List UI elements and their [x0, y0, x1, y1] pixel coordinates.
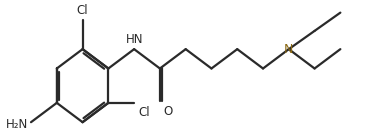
- Text: N: N: [284, 43, 294, 56]
- Text: O: O: [164, 105, 173, 118]
- Text: HN: HN: [125, 33, 143, 46]
- Text: Cl: Cl: [77, 4, 89, 17]
- Text: Cl: Cl: [138, 106, 150, 119]
- Text: H₂N: H₂N: [6, 118, 28, 131]
